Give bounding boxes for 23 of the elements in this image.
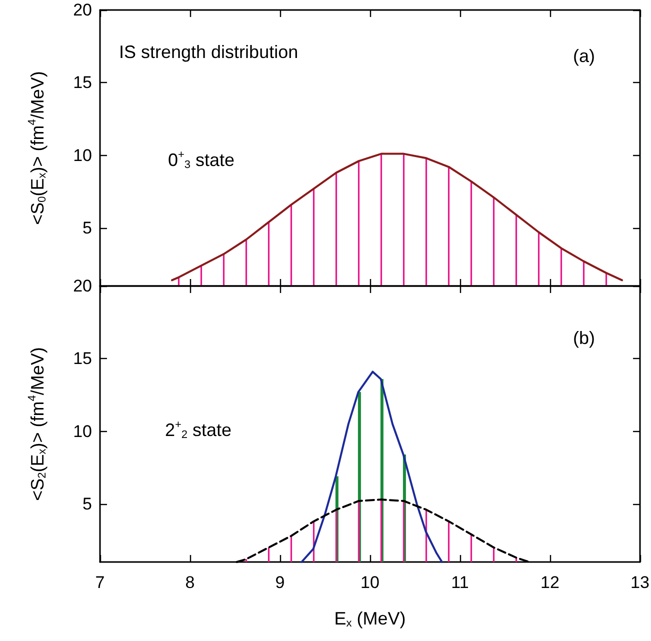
annotation: IS strength distribution: [119, 42, 298, 62]
y-tick-label: 10: [73, 422, 92, 441]
annotation: 2+2 state: [165, 419, 232, 441]
annotation: (a): [573, 46, 595, 66]
y-tick-label: 5: [82, 218, 92, 238]
y-tick-label: 20: [73, 0, 92, 20]
y-axis-title: <S0(Ex)> (fm4/MeV): [26, 71, 48, 225]
y-tick-label: 10: [73, 146, 92, 165]
y-tick-label: 15: [73, 349, 92, 368]
y-tick-label: 15: [73, 73, 92, 92]
x-tick-label: 13: [630, 573, 650, 592]
x-tick-label: 10: [360, 573, 380, 592]
annotation: (b): [573, 328, 595, 348]
x-tick-label: 8: [185, 573, 195, 592]
y-axis-title: <S2(Ex)> (fm4/MeV): [26, 347, 48, 501]
x-tick-label: 9: [275, 573, 285, 592]
line-series: [300, 370, 443, 563]
y-tick-label: 5: [82, 494, 92, 514]
annotation: 0+3 state: [168, 149, 235, 171]
x-tick-label: 11: [451, 573, 469, 592]
y-tick-label: 20: [73, 276, 92, 296]
x-tick-label: 12: [540, 573, 560, 592]
x-tick-label: 7: [95, 573, 105, 592]
